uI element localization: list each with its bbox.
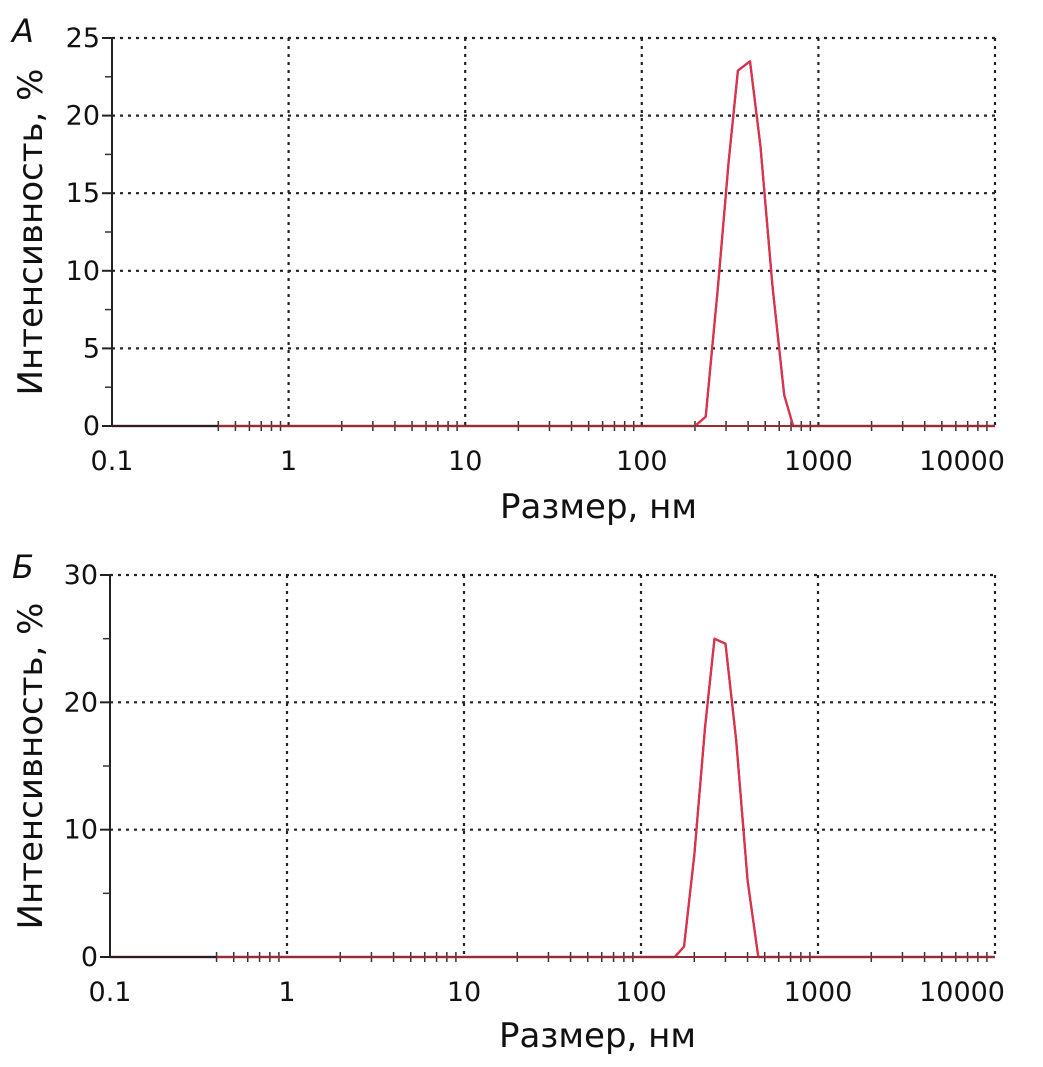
panel-letter: А <box>10 12 34 50</box>
data-point <box>704 415 707 418</box>
series-line <box>110 637 995 959</box>
data-point <box>771 285 774 288</box>
x-tick-label: 10 <box>447 977 481 1008</box>
x-axis-title: Размер, нм <box>500 487 697 527</box>
data-point <box>717 285 719 288</box>
y-tick-label: 5 <box>83 333 100 364</box>
y-tick-label: 10 <box>64 815 98 846</box>
data-point <box>727 161 730 164</box>
x-tick-label: 1 <box>280 446 297 477</box>
chart-panel-b: Б 0 10 20 30 0.1 1 10 100 1000 10000 Размер, нм Инте… <box>11 548 1005 1056</box>
y-tick-label: 0 <box>81 942 98 973</box>
y-tick-label: 0 <box>83 411 100 442</box>
x-tick-label: 1000 <box>784 977 853 1008</box>
y-tick-label: 15 <box>66 178 100 209</box>
y-tick-label: 20 <box>66 101 100 132</box>
data-point <box>693 854 696 857</box>
data-point <box>683 945 685 948</box>
x-tick-label: 10000 <box>919 977 1005 1008</box>
x-tick-label: 10000 <box>919 446 1005 477</box>
series-shadow-line <box>110 637 995 959</box>
x-tick-label: 1 <box>278 977 295 1008</box>
x-tick-label: 0.1 <box>91 446 134 477</box>
data-point <box>783 394 786 396</box>
y-tick-label: 30 <box>64 560 98 591</box>
data-point <box>736 69 739 72</box>
data-point <box>704 726 706 729</box>
data-point <box>746 879 749 882</box>
x-tick-label: 10 <box>448 446 482 477</box>
data-point <box>713 637 716 640</box>
data-point <box>735 739 738 742</box>
data-point <box>724 642 727 645</box>
y-axis-title: Интенсивность, % <box>11 603 51 930</box>
x-tick-label: 100 <box>615 977 667 1008</box>
data-point <box>749 60 751 63</box>
data-point <box>759 145 762 148</box>
x-tick-label: 0.1 <box>89 977 132 1008</box>
x-tick-label: 1000 <box>784 446 853 477</box>
chart-panel-a: А 0 5 10 15 20 25 0.1 1 10 100 1000 10000 Размер, нм И… <box>10 12 1005 527</box>
y-tick-label: 10 <box>66 256 100 287</box>
x-tick-label: 100 <box>616 446 668 477</box>
panel-letter: Б <box>12 548 34 586</box>
x-axis-title: Размер, нм <box>499 1016 696 1056</box>
y-axis-title: Интенсивность, % <box>11 69 51 396</box>
y-tick-label: 20 <box>64 687 98 718</box>
y-tick-label: 25 <box>66 23 100 54</box>
